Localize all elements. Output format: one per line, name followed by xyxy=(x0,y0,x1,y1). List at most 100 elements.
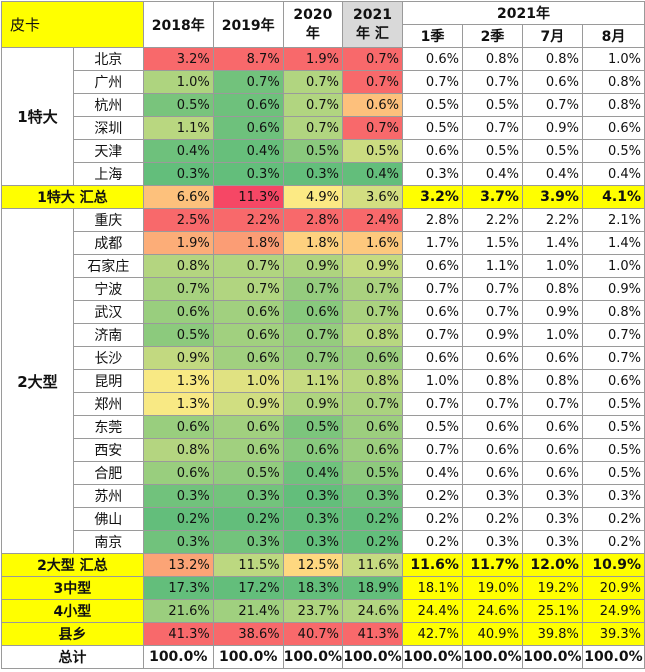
city-label: 重庆 xyxy=(72,208,144,232)
col-q2: 2季 xyxy=(461,24,523,48)
table-row: 成都 1.9% 1.8% 1.8% 1.6% 1.7% 1.5% 1.4% 1.4% xyxy=(2,231,645,255)
data-cell: 0.6% xyxy=(401,139,463,163)
data-cell: 0.8% xyxy=(521,277,583,301)
data-cell: 8.7% xyxy=(212,47,284,71)
tier-cell: 24.6% xyxy=(341,599,403,623)
city-label: 石家庄 xyxy=(72,254,144,278)
city-label: 东莞 xyxy=(72,415,144,439)
data-cell: 0.4% xyxy=(212,139,284,163)
data-cell: 0.9% xyxy=(581,277,645,301)
group-label: 1特大 xyxy=(1,47,74,186)
tier-cell: 42.7% xyxy=(401,622,463,646)
grand-total-cell: 100.0% xyxy=(282,645,343,669)
grand-total-label: 总计 xyxy=(1,645,144,669)
data-cell: 0.5% xyxy=(341,461,403,485)
data-cell: 0.6% xyxy=(341,438,403,462)
tier-cell: 18.1% xyxy=(401,576,463,600)
group-total-cell: 3.6% xyxy=(341,185,403,209)
group-total-cell: 11.6% xyxy=(341,553,403,577)
data-cell: 0.3% xyxy=(282,507,343,531)
col-m7: 7月 xyxy=(521,24,583,48)
tier-cell: 25.1% xyxy=(521,599,583,623)
data-cell: 1.1% xyxy=(282,369,343,393)
data-cell: 0.8% xyxy=(461,369,523,393)
data-cell: 0.7% xyxy=(521,93,583,117)
tier-cell: 39.8% xyxy=(521,622,583,646)
data-cell: 0.6% xyxy=(581,369,645,393)
tier-row: 县乡 41.3% 38.6% 40.7% 41.3% 42.7% 40.9% 39.8% 39.… xyxy=(1,622,645,646)
data-cell: 0.9% xyxy=(461,323,523,347)
data-cell: 0.7% xyxy=(581,323,645,347)
data-cell: 0.5% xyxy=(581,438,645,462)
group-total-cell: 12.0% xyxy=(521,553,583,577)
data-cell: 0.6% xyxy=(401,300,463,324)
group-total-row: 1特大 汇总 6.6% 11.3% 4.9% 3.6% 3.2% 3.7% 3.9% 4.1% xyxy=(1,185,645,209)
data-cell: 2.2% xyxy=(212,208,284,232)
data-cell: 0.6% xyxy=(401,346,463,370)
data-cell: 1.6% xyxy=(341,231,403,255)
group-total-label: 1特大 汇总 xyxy=(1,185,144,209)
data-cell: 0.3% xyxy=(521,530,583,554)
data-cell: 0.7% xyxy=(212,254,284,278)
tier-cell: 20.9% xyxy=(581,576,645,600)
data-cell: 1.8% xyxy=(282,231,343,255)
data-cell: 0.6% xyxy=(341,346,403,370)
data-cell: 0.5% xyxy=(581,139,645,163)
tier-cell: 24.9% xyxy=(581,599,645,623)
data-cell: 0.7% xyxy=(401,323,463,347)
data-cell: 0.3% xyxy=(581,484,645,508)
data-cell: 0.8% xyxy=(461,47,523,71)
tier-cell: 40.9% xyxy=(461,622,523,646)
table-row: 东莞 0.6% 0.6% 0.5% 0.6% 0.5% 0.6% 0.6% 0.5% xyxy=(2,415,645,439)
tier-label: 县乡 xyxy=(1,622,144,646)
data-cell: 0.5% xyxy=(581,392,645,416)
group-total-cell: 13.2% xyxy=(142,553,214,577)
data-cell: 0.7% xyxy=(581,346,645,370)
data-cell: 0.6% xyxy=(521,438,583,462)
data-cell: 0.6% xyxy=(461,461,523,485)
data-cell: 1.8% xyxy=(212,231,284,255)
group-total-cell: 6.6% xyxy=(142,185,214,209)
tier-cell: 19.2% xyxy=(521,576,583,600)
data-cell: 0.6% xyxy=(212,116,284,140)
data-cell: 0.6% xyxy=(142,300,214,324)
city-label: 深圳 xyxy=(72,116,144,140)
data-cell: 1.9% xyxy=(142,231,214,255)
tier-cell: 38.6% xyxy=(212,622,284,646)
tier-cell: 23.7% xyxy=(282,599,343,623)
grand-total-cell: 100.0% xyxy=(461,645,523,669)
data-cell: 0.6% xyxy=(282,300,343,324)
data-cell: 0.3% xyxy=(142,484,214,508)
data-cell: 0.2% xyxy=(401,484,463,508)
tier-cell: 17.3% xyxy=(142,576,214,600)
data-cell: 0.5% xyxy=(581,415,645,439)
city-label: 合肥 xyxy=(72,461,144,485)
data-cell: 1.4% xyxy=(521,231,583,255)
data-cell: 0.5% xyxy=(401,93,463,117)
table-row: 杭州 0.5% 0.6% 0.7% 0.6% 0.5% 0.5% 0.7% 0.8% xyxy=(2,93,645,117)
data-cell: 0.4% xyxy=(341,162,403,186)
city-label: 上海 xyxy=(72,162,144,186)
data-cell: 0.7% xyxy=(401,392,463,416)
data-cell: 0.5% xyxy=(461,139,523,163)
data-cell: 0.6% xyxy=(521,346,583,370)
col-2021-line1: 2021 xyxy=(352,6,392,23)
data-cell: 0.9% xyxy=(282,254,343,278)
data-cell: 0.6% xyxy=(401,254,463,278)
grand-total-row: 总计 100.0% 100.0% 100.0% 100.0% 100.0% 100.0% 10… xyxy=(1,645,645,669)
data-cell: 0.5% xyxy=(341,139,403,163)
data-cell: 0.2% xyxy=(341,530,403,554)
data-cell: 0.5% xyxy=(461,93,523,117)
city-label: 南京 xyxy=(72,530,144,554)
grand-total-cell: 100.0% xyxy=(401,645,463,669)
data-cell: 0.7% xyxy=(521,392,583,416)
data-cell: 0.5% xyxy=(521,139,583,163)
tier-cell: 18.3% xyxy=(282,576,343,600)
data-cell: 0.6% xyxy=(212,300,284,324)
data-cell: 0.2% xyxy=(461,507,523,531)
data-cell: 0.8% xyxy=(581,93,645,117)
data-cell: 0.7% xyxy=(401,277,463,301)
data-cell: 0.6% xyxy=(461,415,523,439)
data-cell: 0.6% xyxy=(142,415,214,439)
col-2020: 2020 年 xyxy=(282,1,343,48)
